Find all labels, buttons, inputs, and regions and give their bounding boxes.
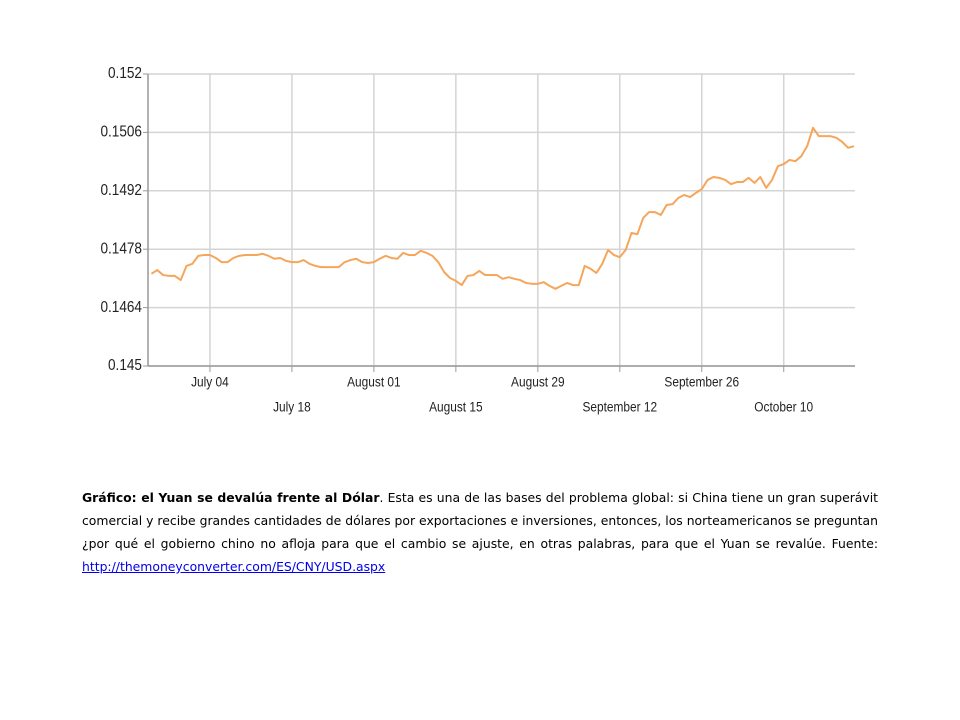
y-tick-label: 0.1492: [100, 182, 142, 199]
caption-body: . Esta es una de las bases del problema …: [82, 490, 879, 551]
x-tick-label: September 12: [582, 399, 657, 415]
y-tick-label: 0.1464: [100, 299, 142, 316]
x-tick-label: July 18: [273, 399, 311, 415]
caption-title: Gráfico: el Yuan se devalúa frente al Dó…: [82, 490, 380, 505]
y-tick-label: 0.152: [108, 65, 142, 82]
x-tick-label: October 10: [754, 399, 813, 415]
data-line: [150, 126, 855, 290]
y-tick-label: 0.1478: [100, 240, 142, 257]
y-tick-label: 0.1506: [100, 124, 142, 141]
x-tick-label: September 26: [664, 374, 739, 390]
y-tick-label: 0.145: [108, 357, 142, 374]
caption: Gráfico: el Yuan se devalúa frente al Dó…: [82, 486, 878, 578]
x-tick-label: August 29: [511, 374, 565, 390]
source-link[interactable]: http://themoneyconverter.com/ES/CNY/USD.…: [82, 559, 386, 574]
x-tick-label: August 01: [347, 374, 401, 390]
x-tick-label: August 15: [429, 399, 483, 415]
caption-source-label: Fuente:: [831, 536, 878, 551]
x-tick-label: July 04: [191, 374, 229, 390]
chart: 0.145 0.1464 0.1478 0.1492 0.1506 0.152 July 0…: [100, 65, 855, 415]
